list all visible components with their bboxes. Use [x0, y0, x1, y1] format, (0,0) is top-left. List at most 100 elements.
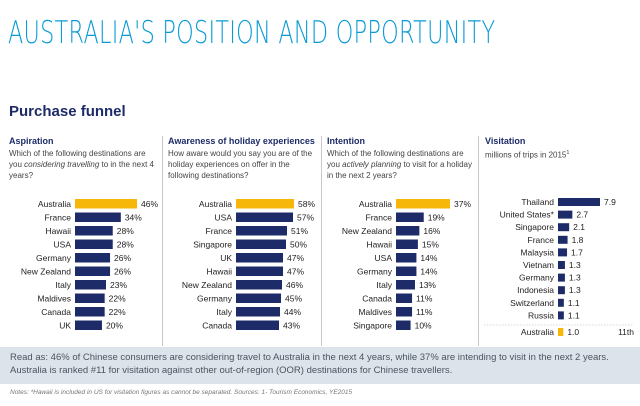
- bar-switzerland: [558, 298, 564, 307]
- bar-hawaii: [396, 239, 418, 249]
- bar-singapore: [396, 320, 411, 330]
- bar-italy: [75, 280, 106, 290]
- category-label-italy: Italy: [216, 307, 232, 317]
- panel-awareness: Awareness of holiday experiences How awa…: [168, 136, 318, 181]
- bar-australia: [558, 328, 564, 336]
- bar-germany: [396, 266, 417, 276]
- value-label-hawaii: 15%: [422, 239, 439, 249]
- value-label-france: 34%: [125, 212, 142, 222]
- value-label-australia: 1.0: [567, 327, 579, 337]
- panel-heading: Intention: [327, 136, 365, 146]
- panel-question: Which of the following destinations are …: [9, 149, 154, 180]
- category-label-singapore: Singapore: [515, 222, 554, 232]
- category-label-germany: Germany: [197, 293, 233, 303]
- value-label-canada: 11%: [416, 293, 433, 303]
- value-label-usa: 14%: [420, 253, 437, 263]
- category-label-canada: Canada: [41, 307, 71, 317]
- category-label-italy: Italy: [376, 280, 392, 290]
- panel-question: How aware would you say you are of the h…: [168, 149, 313, 180]
- bar-usa: [396, 253, 417, 263]
- bar-usa: [75, 239, 113, 249]
- category-label-singapore: Singapore: [193, 239, 232, 249]
- bar-uk: [236, 253, 283, 263]
- value-label-canada: 43%: [283, 320, 300, 330]
- value-label-italy: 23%: [110, 280, 127, 290]
- value-label-germany: 1.3: [569, 273, 581, 283]
- bar-germany: [75, 253, 111, 263]
- value-label-usa: 57%: [297, 212, 314, 222]
- bar-maldives: [396, 307, 413, 317]
- value-label-germany: 26%: [114, 253, 131, 263]
- bar-thailand: [558, 198, 600, 206]
- category-label-germany: Germany: [357, 266, 393, 276]
- category-label-switzerland: Switzerland: [510, 298, 554, 308]
- value-label-uk: 47%: [287, 253, 304, 263]
- value-label-switzerland: 1.1: [568, 298, 580, 308]
- category-label-uk: UK: [59, 320, 71, 330]
- bar-russia: [558, 311, 564, 320]
- value-label-singapore: 50%: [290, 239, 307, 249]
- value-label-malaysia: 1.7: [571, 247, 583, 257]
- footnotes: Notes: *Hawaii is included in US for vis…: [10, 389, 353, 396]
- bar-canada: [75, 307, 105, 317]
- category-label-malaysia: Malaysia: [520, 247, 554, 257]
- footnote-marker: 1: [566, 150, 570, 156]
- bar-new-zealand: [75, 266, 111, 276]
- chart-visitation: Thailand 7.9 United States* 2.7 Singapore 2.1…: [484, 197, 634, 337]
- category-label-france: France: [366, 212, 393, 222]
- category-label-new-zealand: New Zealand: [182, 280, 232, 290]
- bar-new-zealand: [236, 280, 282, 290]
- bar-maldives: [75, 293, 105, 303]
- panel-heading: Visitation: [485, 136, 526, 146]
- panel-visitation: Visitation millions of trips in 20151: [485, 136, 635, 161]
- value-label-france: 19%: [428, 212, 445, 222]
- panel-heading: Aspiration: [9, 136, 54, 146]
- bar-australia: [75, 199, 137, 209]
- category-label-france: France: [45, 212, 72, 222]
- category-label-uk: UK: [220, 253, 232, 263]
- value-label-australia: 37%: [454, 199, 471, 209]
- category-label-maldives: Maldives: [358, 307, 392, 317]
- value-label-new-zealand: 46%: [286, 280, 303, 290]
- category-label-hawaii: Hawaii: [366, 239, 392, 249]
- category-label-italy: Italy: [55, 280, 71, 290]
- bar-canada: [396, 293, 413, 303]
- category-label-new-zealand: New Zealand: [21, 266, 71, 276]
- bar-germany: [558, 273, 565, 282]
- category-label-usa: USA: [375, 253, 393, 263]
- read-as-note: Read as: 46% of Chinese consumers are co…: [0, 347, 640, 384]
- category-label-australia: Australia: [38, 199, 71, 209]
- bar-new-zealand: [396, 226, 420, 236]
- category-label-hawaii: Hawaii: [45, 226, 71, 236]
- value-label-france: 51%: [291, 226, 308, 236]
- chart-aspiration: Australia 46% France 34% Hawaii 28% USA 28% Germ…: [21, 199, 159, 331]
- category-label-new-zealand: New Zealand: [342, 226, 392, 236]
- category-label-australia: Australia: [521, 327, 554, 337]
- value-label-italy: 44%: [284, 307, 301, 317]
- value-label-uk: 20%: [106, 320, 123, 330]
- category-label-vietnam: Vietnam: [523, 260, 554, 270]
- panel-aspiration: Aspiration Which of the following destin…: [9, 136, 157, 181]
- value-label-hawaii: 28%: [117, 226, 134, 236]
- value-label-germany: 14%: [420, 266, 437, 276]
- bar-uk: [75, 320, 102, 330]
- panel-question: Which of the following destinations are …: [327, 149, 472, 180]
- value-label-france: 1.8: [572, 235, 584, 245]
- value-label-united-states: 2.7: [576, 210, 588, 220]
- bar-singapore: [236, 239, 286, 249]
- bar-france: [558, 235, 568, 244]
- panel-divider: [162, 136, 163, 346]
- chart-awareness: Australia 58% USA 57% France 51% Singapore 50% U…: [182, 199, 316, 331]
- value-label-usa: 28%: [117, 239, 134, 249]
- chart-intention: Australia 37% France 19% New Zealand 16% Hawai…: [342, 199, 472, 331]
- panel-divider: [321, 136, 322, 346]
- page-title: AUSTRALIA'S POSITION AND OPPORTUNITY: [8, 15, 496, 51]
- bar-hawaii: [236, 266, 283, 276]
- bar-vietnam: [558, 261, 565, 269]
- value-label-new-zealand: 16%: [423, 226, 440, 236]
- bar-australia: [396, 199, 450, 209]
- bar-singapore: [558, 223, 570, 232]
- value-label-hawaii: 47%: [287, 266, 304, 276]
- bar-canada: [236, 320, 279, 330]
- category-label-russia: Russia: [528, 310, 554, 320]
